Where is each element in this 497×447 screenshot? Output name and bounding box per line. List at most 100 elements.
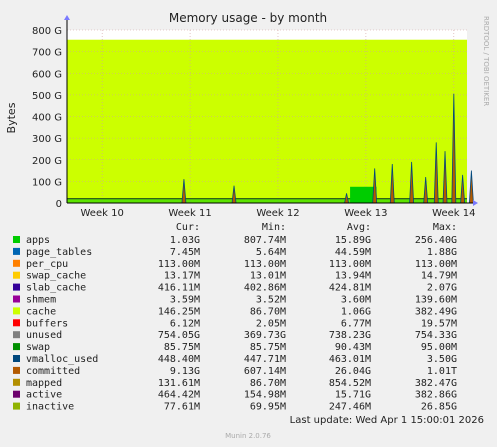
legend-swatch — [13, 307, 20, 315]
legend-name: cache — [26, 306, 56, 317]
legend-value: 13.17M — [164, 271, 200, 282]
y-axis-arrow — [64, 15, 70, 20]
legend-swatch — [13, 355, 20, 362]
legend-value: 1.01T — [427, 366, 457, 377]
legend-value: 256.40G — [415, 235, 457, 246]
legend-value: 424.81M — [329, 283, 371, 294]
legend-value: 463.01M — [329, 354, 371, 365]
legend-value: 86.70M — [250, 306, 286, 317]
legend-value: 113.00M — [329, 259, 371, 270]
x-tick-label: Week 11 — [168, 208, 211, 219]
legend-swatch — [13, 295, 20, 303]
legend-value: 5.64M — [256, 247, 286, 258]
y-tick-label: 800 G — [32, 26, 62, 37]
legend-value: 131.61M — [158, 378, 200, 389]
y-tick-label: 200 G — [32, 156, 62, 167]
legend-value: 1.88G — [427, 247, 457, 258]
apps-block — [350, 186, 377, 203]
legend-value: 15.89G — [335, 235, 371, 246]
legend-value: 139.60M — [415, 295, 457, 306]
y-tick-label: 500 G — [32, 91, 62, 102]
legend-column-header: Avg: — [347, 222, 371, 233]
legend-value: 382.47G — [415, 378, 457, 389]
legend-value: 85.75M — [250, 342, 286, 353]
legend-value: 754.05G — [158, 330, 200, 341]
legend-name: swap_cache — [26, 271, 86, 282]
legend-value: 113.00M — [158, 259, 200, 270]
legend-value: 807.74M — [244, 235, 286, 246]
legend-value: 2.07G — [427, 283, 457, 294]
legend-value: 44.59M — [335, 247, 371, 258]
legend-name: apps — [26, 235, 50, 246]
legend-swatch — [13, 378, 20, 386]
legend-value: 15.71G — [335, 390, 371, 401]
x-tick-label: Week 10 — [81, 208, 124, 219]
legend-name: unused — [26, 330, 62, 341]
legend-value: 77.61M — [164, 402, 200, 413]
legend-value: 754.33G — [415, 330, 457, 341]
x-tick-label: Week 14 — [432, 208, 475, 219]
legend-name: buffers — [26, 318, 68, 329]
legend-name: vmalloc_used — [26, 354, 98, 365]
legend-swatch — [13, 390, 20, 398]
legend-swatch — [13, 319, 20, 327]
y-axis-label: Bytes — [5, 102, 18, 133]
y-tick-label: 100 G — [32, 177, 62, 188]
legend-value: 1.03G — [170, 235, 200, 246]
legend-swatch — [13, 366, 20, 374]
legend-name: committed — [26, 366, 80, 377]
legend-value: 14.79M — [421, 271, 457, 282]
chart-title: Memory usage - by month — [169, 11, 327, 25]
y-tick-label: 700 G — [32, 48, 62, 59]
y-tick-label: 300 G — [32, 134, 62, 145]
legend-column-header: Cur: — [176, 222, 200, 233]
legend-value: 113.00M — [415, 259, 457, 270]
legend-value: 13.94M — [335, 271, 371, 282]
legend-swatch — [13, 271, 20, 279]
legend-value: 1.06G — [341, 306, 371, 317]
legend-value: 69.95M — [250, 402, 286, 413]
legend-column-header: Max: — [433, 222, 457, 233]
legend-swatch — [13, 259, 20, 267]
legend-value: 113.00M — [244, 259, 286, 270]
legend-value: 3.59M — [170, 295, 200, 306]
legend-swatch — [13, 402, 20, 410]
legend-name: shmem — [26, 295, 56, 306]
legend-value: 382.86G — [415, 390, 457, 401]
legend-name: swap — [26, 342, 50, 353]
legend-value: 86.70M — [250, 378, 286, 389]
legend-name: page_tables — [26, 247, 92, 258]
legend-value: 6.77M — [341, 318, 371, 329]
legend-value: 7.45M — [170, 247, 200, 258]
legend-name: slab_cache — [26, 283, 86, 294]
legend-value: 13.01M — [250, 271, 286, 282]
legend-value: 6.12M — [170, 318, 200, 329]
legend-value: 3.50G — [427, 354, 457, 365]
legend-value: 95.00M — [421, 342, 457, 353]
x-tick-label: Week 13 — [344, 208, 387, 219]
legend-value: 464.42M — [158, 390, 200, 401]
legend-name: mapped — [26, 378, 62, 389]
cache-area — [67, 39, 467, 204]
legend-value: 382.49G — [415, 306, 457, 317]
x-axis-arrow — [473, 200, 478, 206]
legend: Cur: Min: Avg: Max: apps 1.03G 807.74M 15.89G 25… — [13, 222, 457, 413]
legend-swatch — [13, 343, 20, 351]
legend-value: 447.71M — [244, 354, 286, 365]
legend-value: 26.85G — [421, 402, 457, 413]
legend-name: per_cpu — [26, 259, 68, 270]
legend-swatch — [13, 247, 20, 255]
y-tick-label: 400 G — [32, 113, 62, 124]
legend-value: 448.40M — [158, 354, 200, 365]
legend-value: 3.60M — [341, 295, 371, 306]
side-label: RRDTOOL / TOBI OETIKER — [482, 16, 490, 106]
legend-value: 369.73G — [244, 330, 286, 341]
last-update: Last update: Wed Apr 1 15:00:01 2026 — [290, 415, 484, 426]
apps-baseline-area — [67, 198, 467, 203]
legend-value: 738.23G — [329, 330, 371, 341]
legend-value: 19.57M — [421, 318, 457, 329]
legend-value: 154.98M — [244, 390, 286, 401]
legend-swatch — [13, 331, 20, 339]
legend-name: inactive — [26, 402, 74, 413]
